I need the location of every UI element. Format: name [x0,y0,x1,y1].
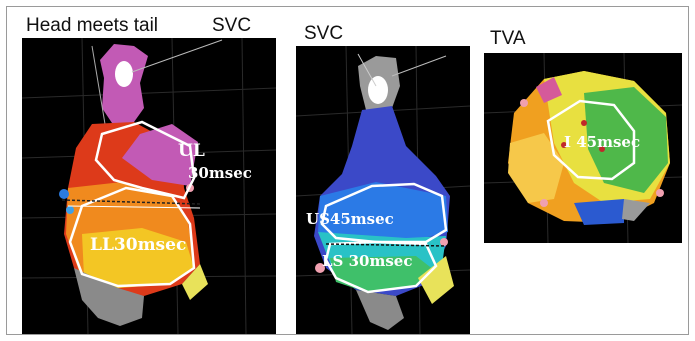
activation-map-panel-2: US45msec LS 30msec [296,46,470,334]
region-label-ul: UL [178,141,205,161]
region-label-ll: LL30msec [90,235,186,255]
region-label-ls: LS 30msec [322,252,412,270]
region-label-i: I 45msec [564,133,640,151]
region-sublabel-ul: 30msec [188,164,252,182]
activation-map-3-graphic: I 45msec [484,53,682,243]
activation-map-1-graphic: UL 30msec LL30msec [22,38,276,334]
panel-2-header: SVC [304,23,344,44]
region-label-us: US45msec [306,210,394,228]
panel-3-header: TVA [490,28,526,49]
activation-map-panel-1: UL 30msec LL30msec [22,38,276,334]
panel-1-header-right: SVC [212,15,252,36]
figure-frame [6,6,689,335]
panel-1-header-left: Head meets tail [26,15,159,36]
activation-map-2-graphic: US45msec LS 30msec [296,46,470,334]
activation-map-panel-3: I 45msec [484,53,682,243]
